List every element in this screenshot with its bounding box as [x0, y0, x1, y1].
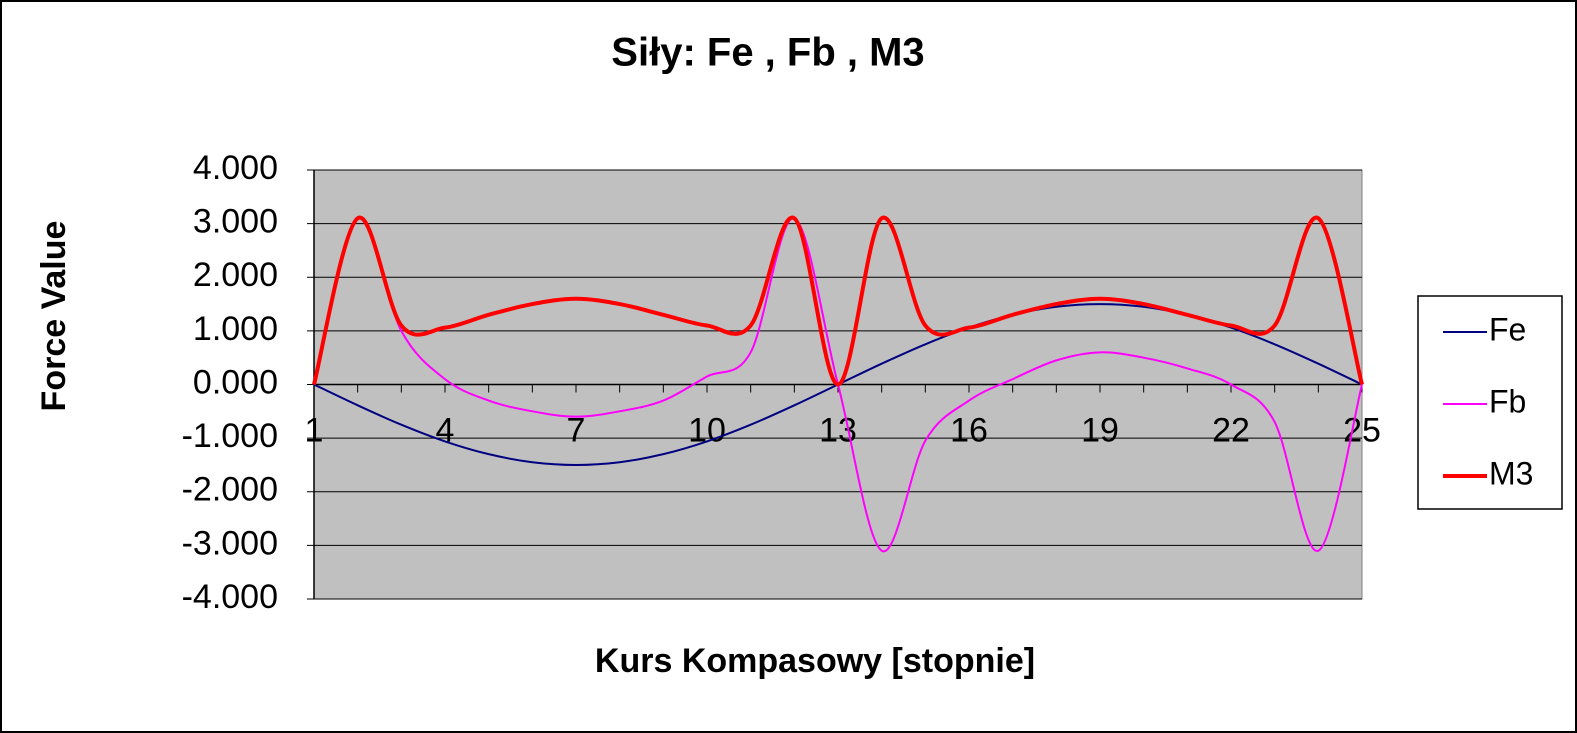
x-tick-label: 22	[1212, 411, 1250, 449]
y-tick-label: -2.000	[182, 471, 278, 509]
x-axis-label: Kurs Kompasowy [stopnie]	[595, 642, 1035, 680]
y-tick-label: -4.000	[182, 578, 278, 616]
y-tick-label: 3.000	[193, 203, 278, 241]
y-tick-label: -1.000	[182, 417, 278, 455]
x-tick-label: 16	[950, 411, 988, 449]
y-tick-label: 1.000	[193, 310, 278, 348]
x-tick-label: 1	[305, 411, 324, 449]
y-tick-label: 4.000	[193, 149, 278, 187]
legend-label: Fb	[1489, 383, 1526, 419]
x-tick-label: 19	[1081, 411, 1119, 449]
chart-title: Siły: Fe , Fb , M3	[611, 31, 924, 75]
legend-label: Fe	[1489, 311, 1526, 347]
x-tick-label: 7	[567, 411, 586, 449]
series-line	[312, 215, 1364, 387]
y-tick-label: 2.000	[193, 256, 278, 294]
legend-label: M3	[1489, 455, 1533, 491]
legend	[1417, 295, 1563, 510]
x-tick-label: 10	[688, 411, 726, 449]
y-axis-label: Force Value	[35, 221, 73, 412]
y-tick-label: -3.000	[182, 524, 278, 562]
y-tick-label: 0.000	[193, 363, 278, 401]
